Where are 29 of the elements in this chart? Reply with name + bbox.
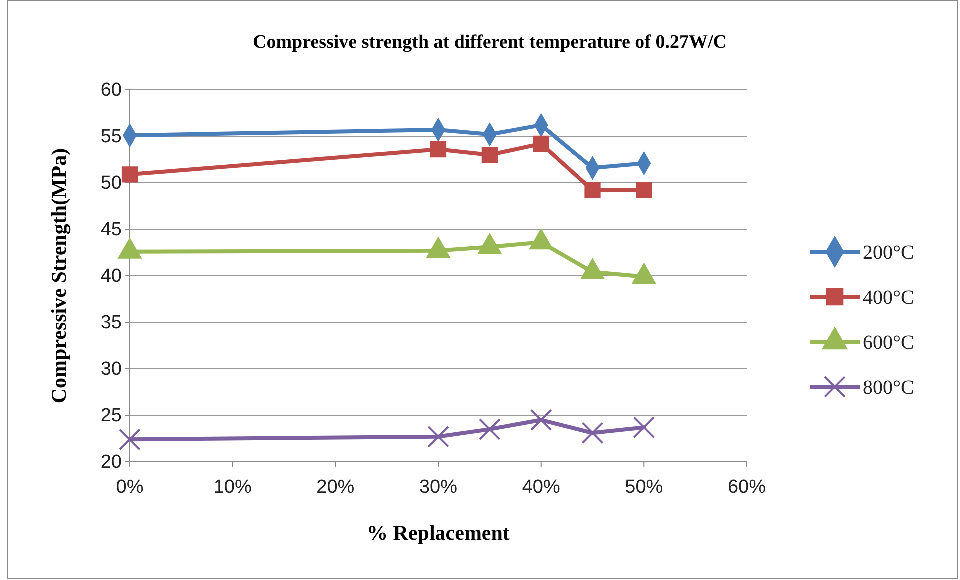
x-tick-label: 20%: [316, 476, 355, 498]
point: [582, 422, 604, 444]
x-tick-label: 30%: [419, 476, 458, 498]
legend-label: 200°C: [863, 242, 914, 264]
y-tick-label: 50: [100, 173, 122, 194]
y-tick-label: 30: [100, 359, 122, 380]
y-tick-label: 40: [100, 266, 122, 288]
x-axis-title: % Replacement: [367, 521, 510, 545]
y-axis-title: Compressive Strength(MPa): [47, 148, 71, 404]
x-tick-label: 50%: [625, 476, 664, 498]
point: [633, 416, 656, 439]
x-tick-label: 10%: [214, 476, 252, 498]
y-tick-label: 35: [100, 312, 122, 334]
y-tick-label: 60: [100, 80, 122, 102]
x-tick-label: 40%: [522, 476, 560, 498]
chart-title: Compressive strength at different temperature of 0.27W/C: [252, 32, 728, 53]
legend-label: 400°C: [863, 287, 914, 309]
y-tick-label: 20: [100, 452, 122, 474]
x-tick-label: 0%: [116, 476, 144, 498]
x-tick-label: 60%: [728, 476, 766, 498]
point: [119, 428, 141, 451]
y-tick-label: 25: [100, 406, 122, 427]
y-tick-label: 55: [100, 126, 122, 148]
y-tick-label: 45: [100, 220, 122, 241]
point: [530, 409, 552, 432]
point: [478, 418, 501, 440]
point: [428, 426, 450, 448]
legend-label: 600°C: [863, 332, 914, 354]
legend-label: 800°C: [863, 377, 914, 399]
